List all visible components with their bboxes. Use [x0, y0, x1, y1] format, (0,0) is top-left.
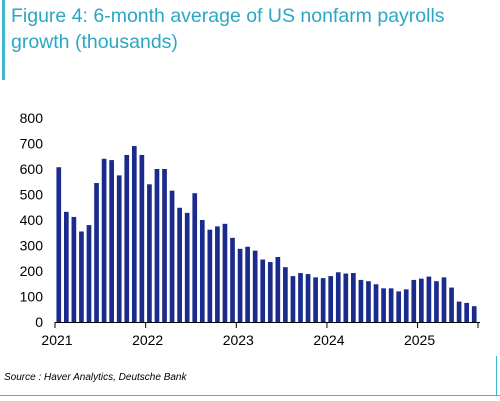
bar-2021-05 [86, 225, 92, 322]
bar-2022-09 [207, 229, 213, 322]
bar-2025-01 [419, 278, 424, 322]
x-axis-labels: 2021 2022 2023 2024 2025 [41, 332, 435, 348]
y-tick-label: 0 [35, 314, 43, 330]
title-accent-bar [2, 0, 5, 80]
bar-2024-06 [366, 281, 371, 322]
bar-2023-02 [245, 246, 250, 322]
x-tick-label: 2022 [132, 332, 163, 348]
bar-2021-09 [116, 175, 122, 323]
bar-2023-07 [283, 267, 288, 322]
bar-2025-08 [471, 306, 477, 322]
bar-2024-09 [388, 288, 394, 322]
bar-2021-10 [124, 154, 130, 322]
y-tick-label: 500 [20, 187, 44, 203]
bar-2022-04 [169, 190, 175, 322]
bar-2022-08 [199, 220, 205, 322]
bar-2023-12 [320, 278, 326, 322]
chart-title: Figure 4: 6-month average of US nonfarm … [11, 5, 445, 53]
bar-2024-07 [373, 284, 379, 322]
y-tick-label: 600 [20, 161, 44, 177]
bar-2021-06 [94, 183, 99, 322]
bar-2022-10 [215, 226, 220, 323]
right-rule [496, 356, 497, 396]
bar-2022-01 [147, 184, 152, 322]
bar-2021-01 [56, 167, 62, 322]
bar-2021-07 [101, 158, 107, 322]
bar-2023-04 [260, 259, 266, 322]
bar-2021-03 [71, 216, 77, 322]
bar-2024-12 [411, 279, 417, 322]
bar-2025-07 [464, 302, 470, 323]
bar-2025-03 [434, 281, 439, 322]
bar-2025-05 [449, 287, 454, 322]
bar-2022-03 [162, 169, 167, 322]
bar-2022-06 [184, 212, 190, 322]
bars [56, 146, 477, 323]
y-tick-label: 700 [20, 136, 44, 152]
bar-2025-06 [456, 301, 462, 322]
source-note: Source : Haver Analytics, Deutsche Bank [4, 372, 187, 383]
bar-2024-01 [328, 276, 334, 322]
y-tick-label: 300 [20, 238, 44, 254]
x-tick-label: 2025 [404, 332, 435, 348]
x-tick-label: 2024 [313, 332, 344, 348]
bar-2023-09 [298, 273, 303, 322]
bar-2023-08 [290, 276, 296, 322]
bar-2025-02 [426, 276, 432, 322]
bar-2022-12 [230, 237, 235, 322]
x-tick-label: 2021 [41, 332, 72, 348]
bar-2021-12 [139, 154, 145, 322]
x-axis-ticks [54, 322, 479, 328]
bar-2021-02 [63, 211, 69, 322]
bar-2023-10 [305, 274, 311, 322]
bar-2024-11 [403, 289, 409, 322]
bar-2024-05 [358, 279, 364, 322]
bar-2023-03 [252, 250, 258, 322]
y-axis-labels: 0 100 200 300 400 500 600 700 800 [20, 110, 44, 330]
bar-2021-08 [109, 160, 114, 322]
y-tick-label: 100 [20, 289, 44, 305]
y-tick-label: 800 [20, 110, 44, 126]
bar-2021-04 [79, 231, 84, 322]
bar-2023-11 [313, 277, 318, 323]
y-tick-label: 400 [20, 212, 44, 228]
bar-2023-06 [275, 256, 281, 322]
bar-2024-10 [396, 291, 402, 322]
bar-2023-05 [267, 262, 273, 322]
bar-2024-02 [335, 272, 341, 322]
bar-2021-11 [131, 146, 137, 322]
bar-2022-07 [192, 193, 198, 322]
bar-2022-02 [154, 169, 160, 322]
bar-2024-04 [351, 273, 356, 322]
bar-2024-08 [381, 288, 386, 322]
bottom-rule [0, 395, 500, 396]
x-tick-label: 2023 [223, 332, 254, 348]
bar-2025-04 [441, 277, 447, 323]
bar-2023-01 [237, 248, 243, 322]
bar-2022-11 [222, 223, 228, 322]
bar-2024-03 [343, 273, 349, 322]
y-tick-label: 200 [20, 263, 44, 279]
bar-2022-05 [177, 207, 182, 322]
